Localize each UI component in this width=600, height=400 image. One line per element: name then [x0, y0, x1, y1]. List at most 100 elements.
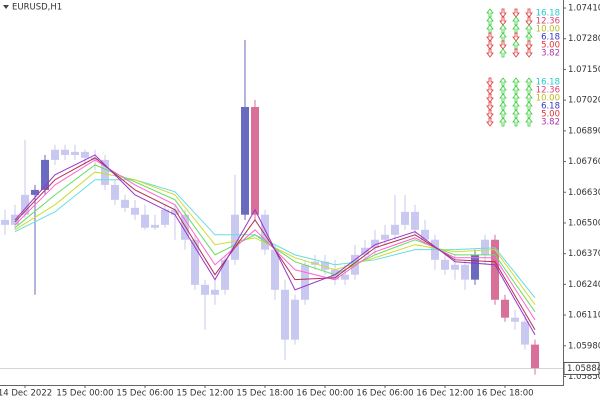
candle-body	[151, 224, 159, 228]
candle-body	[301, 264, 309, 300]
x-tick-label: 16 Dec 12:00	[416, 389, 473, 399]
signal-arrow	[512, 48, 520, 58]
candle-body	[1, 219, 9, 225]
panel-value: 5.00	[541, 110, 560, 120]
candle-body	[61, 149, 69, 155]
y-tick-label: 1.07280	[568, 34, 600, 44]
candle-body	[441, 259, 449, 270]
candle-body	[191, 239, 199, 285]
y-tick-label: 1.06630	[568, 188, 600, 198]
candle-body	[211, 289, 219, 295]
x-tick-label: 15 Dec 12:00	[176, 389, 233, 399]
x-tick-label: 15 Dec 18:00	[236, 389, 293, 399]
signal-arrow	[499, 48, 507, 58]
price-box	[563, 361, 600, 375]
signal-arrow	[512, 8, 520, 18]
signal-arrow	[486, 32, 494, 42]
signal-arrow	[486, 48, 494, 58]
candle-body	[501, 299, 509, 318]
y-tick-label: 1.07020	[568, 96, 600, 106]
x-tick-label: 16 Dec 06:00	[356, 389, 413, 399]
y-tick-label: 1.06500	[568, 218, 600, 228]
signal-arrow	[512, 117, 520, 127]
x-tick-label: 16 Dec 00:00	[296, 389, 353, 399]
candle-body	[21, 194, 29, 215]
candle-body	[371, 239, 379, 248]
x-tick-label: 15 Dec 00:00	[56, 389, 113, 399]
signal-arrow	[525, 117, 533, 127]
candle-body	[451, 264, 459, 270]
panel-value: 12.36	[536, 86, 560, 96]
panel-value: 3.82	[541, 49, 560, 59]
panel-value: 5.00	[541, 41, 560, 51]
candle-body	[131, 207, 139, 215]
candle-body	[531, 344, 539, 369]
candle-body	[321, 261, 329, 270]
y-tick-label: 1.06890	[568, 126, 600, 136]
candle-body	[241, 106, 249, 215]
candle-body	[91, 157, 99, 160]
candle-body	[271, 249, 279, 290]
candle-body	[391, 224, 399, 235]
y-tick-label: 1.06370	[568, 249, 600, 259]
x-tick-label: 15 Dec 06:00	[116, 389, 173, 399]
candle-body	[161, 209, 169, 225]
panel-value: 3.82	[541, 118, 560, 128]
signal-arrow	[486, 101, 494, 111]
signal-arrow	[486, 85, 494, 95]
candle-body	[291, 299, 299, 340]
y-tick-label: 1.07410	[568, 4, 600, 14]
chart-title: EURUSD,H1	[12, 3, 62, 13]
candle-body	[201, 284, 209, 295]
candle-body	[261, 214, 269, 250]
candle-body	[31, 189, 39, 195]
candle-body	[101, 159, 109, 185]
candle-body	[71, 151, 79, 155]
signal-arrow	[499, 8, 507, 18]
candle-body	[481, 239, 489, 255]
signal-arrow	[499, 117, 507, 127]
signal-arrow	[512, 32, 520, 42]
candle-body	[281, 289, 289, 340]
panel-value: 16.18	[536, 9, 560, 19]
candle-body	[81, 151, 89, 158]
panel-value: 6.18	[541, 102, 560, 112]
signal-arrow	[525, 48, 533, 58]
panel-value: 6.18	[541, 33, 560, 43]
signal-arrow	[486, 109, 494, 119]
signal-arrow	[486, 40, 494, 50]
candle-body	[471, 254, 479, 280]
signal-arrow	[499, 40, 507, 50]
panel-value: 16.18	[536, 78, 560, 88]
candle-body	[221, 259, 229, 290]
candle-body	[521, 321, 529, 345]
y-tick-label: 1.05850	[568, 372, 600, 382]
y-tick-label: 1.07150	[568, 65, 600, 75]
menu-triangle[interactable]	[3, 5, 9, 9]
candle-body	[491, 239, 499, 300]
signal-arrow	[525, 8, 533, 18]
candle-body	[401, 211, 409, 225]
candle-body	[361, 247, 369, 255]
candle-body	[51, 149, 59, 160]
y-tick-label: 1.06110	[568, 311, 600, 321]
candle-body	[141, 214, 149, 228]
x-tick-label: 16 Dec 18:00	[476, 389, 533, 399]
candle-body	[511, 317, 519, 322]
candle-body	[181, 214, 189, 240]
candle-body	[121, 199, 129, 208]
candle-body	[341, 274, 349, 280]
candle-body	[251, 106, 259, 215]
signal-arrow	[486, 77, 494, 87]
ma-line	[14, 164, 536, 313]
ma-line	[14, 179, 536, 299]
candle-body	[461, 264, 469, 280]
candle-body	[421, 229, 429, 240]
signal-arrow	[486, 93, 494, 103]
y-tick-label: 1.05980	[568, 341, 600, 351]
panel-value: 10.00	[536, 25, 560, 35]
candle-body	[41, 159, 49, 190]
candle-body	[171, 209, 179, 215]
